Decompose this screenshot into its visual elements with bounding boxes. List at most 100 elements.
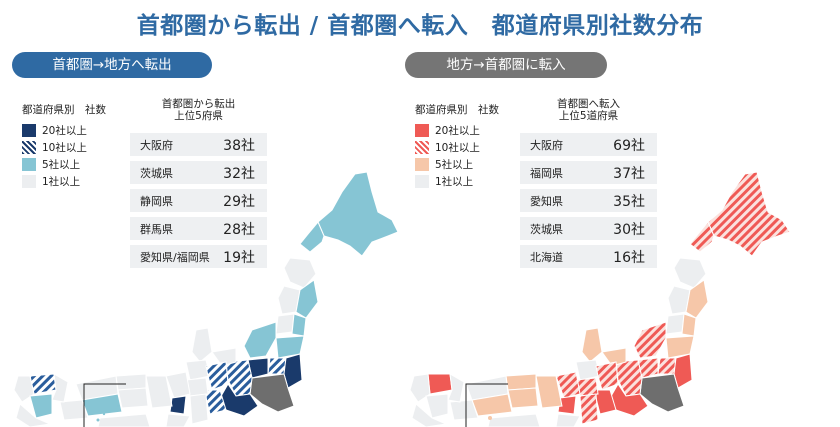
- legend-label: 5社以上: [42, 159, 81, 171]
- region-tohoku-iwate: [685, 279, 709, 319]
- legend: 20社以上 10社以上 5社以上 1社以上: [415, 122, 480, 190]
- region-tohoku-akita: [667, 285, 691, 315]
- region-wakayama: [555, 413, 581, 427]
- legend-swatch: [415, 141, 429, 154]
- ranking-title-line1: 首都圏へ転入: [557, 98, 620, 110]
- region-kyushu-south: [15, 403, 52, 427]
- region-hokkaido: [317, 171, 399, 257]
- legend-label: 1社以上: [435, 176, 474, 188]
- ranking-pref: 大阪府: [530, 138, 563, 152]
- ranking-pref: 茨城県: [530, 222, 563, 236]
- region-niigata: [633, 321, 667, 359]
- region-toyama: [601, 347, 627, 367]
- legend-item-20: 20社以上: [22, 122, 87, 139]
- legend-item-5: 5社以上: [415, 156, 480, 173]
- region-niigata: [243, 321, 277, 359]
- ranking-count: 69社: [613, 137, 645, 154]
- region-ishikawa: [191, 327, 213, 363]
- ranking-count: 16社: [613, 249, 645, 266]
- ranking-count: 28社: [223, 221, 255, 238]
- region-yamaguchi: [449, 399, 479, 421]
- region-hyogo: [535, 375, 563, 409]
- region-tohoku-iwate: [295, 279, 319, 319]
- region-tohoku-miyagi: [681, 313, 697, 337]
- region-shutoken: [639, 373, 685, 413]
- ranking-pref: 福岡県: [530, 166, 563, 180]
- region-aichi: [203, 389, 227, 415]
- ranking-pref: 大阪府: [140, 138, 173, 152]
- ranking-pref: 群馬県: [140, 222, 173, 236]
- legend-title: 都道府県別 社数: [415, 104, 499, 116]
- legend-swatch: [22, 141, 36, 154]
- legend-label: 20社以上: [42, 125, 87, 137]
- ranking-title: 首都圏へ転入 上位5道府県: [520, 98, 657, 122]
- ranking-title-line2: 上位5道府県: [558, 110, 619, 122]
- legend-swatch: [415, 158, 429, 171]
- legend-item-10: 10社以上: [415, 139, 480, 156]
- inflow-header: 地方→首都圏に転入: [405, 52, 607, 78]
- ranking-item: 群馬県 28社: [130, 217, 267, 240]
- ranking-item: 北海道 16社: [520, 245, 657, 268]
- ranking-item: 大阪府 38社: [130, 133, 267, 156]
- legend-swatch: [415, 124, 429, 137]
- ranking-item: 大阪府 69社: [520, 133, 657, 156]
- ranking-count: 29社: [223, 193, 255, 210]
- region-hokkaido-southwest: [689, 221, 715, 253]
- region-aichi: [593, 389, 617, 415]
- region-mie: [189, 393, 209, 425]
- ranking-item: 静岡県 29社: [130, 189, 267, 212]
- ranking-pref: 静岡県: [140, 194, 173, 208]
- region-yamaguchi: [59, 399, 89, 421]
- legend-label: 5社以上: [435, 159, 474, 171]
- region-oita: [51, 373, 69, 403]
- region-ibaraki: [673, 353, 693, 389]
- legend-label: 10社以上: [435, 142, 480, 154]
- ranking-title-line2: 上位5府県: [174, 110, 223, 122]
- region-wakayama: [165, 413, 191, 427]
- okinawa-island: [488, 416, 492, 420]
- ranking-pref: 愛知県/福岡県: [140, 250, 210, 264]
- ranking-count: 19社: [223, 249, 255, 266]
- region-mie: [579, 393, 599, 425]
- ranking-item: 福岡県 37社: [520, 161, 657, 184]
- region-tottori: [115, 373, 147, 391]
- ranking-title-line1: 首都圏から転出: [161, 98, 236, 110]
- region-tottori: [505, 373, 537, 391]
- legend-item-10: 10社以上: [22, 139, 87, 156]
- region-kumamoto: [425, 393, 449, 419]
- region-kyoto: [165, 371, 191, 399]
- legend-label: 20社以上: [435, 125, 480, 137]
- legend-swatch: [415, 175, 429, 188]
- legend-item-5: 5社以上: [22, 156, 87, 173]
- region-tohoku-yamagata: [275, 313, 295, 335]
- ranking-pref: 茨城県: [140, 166, 173, 180]
- region-toyama: [211, 347, 237, 367]
- legend: 20社以上 10社以上 5社以上 1社以上: [22, 122, 87, 190]
- ranking-item: 愛知県 35社: [520, 189, 657, 212]
- legend-swatch: [22, 124, 36, 137]
- legend-label: 1社以上: [42, 176, 81, 188]
- ranking-pref: 北海道: [530, 250, 563, 264]
- ranking-item: 茨城県 30社: [520, 217, 657, 240]
- region-kyushu-west: [13, 375, 35, 403]
- region-shikoku: [97, 413, 151, 427]
- region-shikoku: [487, 413, 541, 427]
- ranking-pref: 愛知県: [530, 194, 563, 208]
- legend-swatch: [22, 158, 36, 171]
- ranking-item: 茨城県 32社: [130, 161, 267, 184]
- ranking-count: 30社: [613, 221, 645, 238]
- panel-inflow: 地方→首都圏に転入 都道府県別 社数 20社以上 10社以上 5社以上 1社以上…: [400, 52, 820, 427]
- region-kumamoto: [29, 393, 53, 419]
- region-shutoken: [249, 373, 295, 413]
- page-title: 首都圏から転出 / 首都圏へ転入 都道府県別社数分布: [136, 13, 704, 39]
- legend-label: 10社以上: [42, 142, 87, 154]
- region-ishikawa: [581, 327, 603, 363]
- japan-map-inflow: [409, 171, 791, 427]
- region-fukuoka: [29, 373, 57, 395]
- legend-item-1: 1社以上: [22, 173, 87, 190]
- region-tochigi: [267, 357, 287, 375]
- region-osaka: [169, 395, 187, 415]
- region-hokkaido-southwest: [299, 221, 325, 253]
- okinawa-island: [117, 405, 119, 407]
- outflow-header: 首都圏→地方へ転出: [12, 52, 212, 78]
